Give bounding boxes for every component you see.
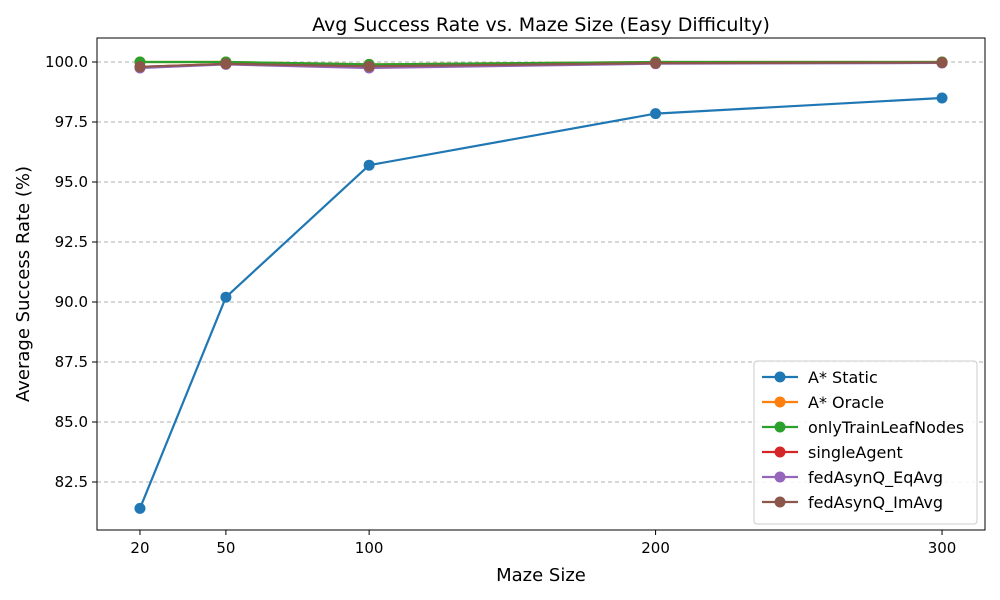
series-fedAsynQ_ImAvg — [134, 56, 948, 73]
legend-entry: singleAgent — [762, 443, 903, 462]
y-tick-label: 92.5 — [55, 233, 88, 251]
legend-entry: fedAsynQ_EqAvg — [762, 468, 943, 488]
legend-marker — [774, 496, 786, 508]
legend-entry: A* Static — [762, 368, 878, 387]
legend-entry: onlyTrainLeafNodes — [762, 418, 964, 437]
x-tick-label: 20 — [130, 539, 149, 557]
series-A* Static — [134, 92, 948, 514]
y-tick-label: 82.5 — [55, 473, 88, 491]
x-axis: 20 50 100 200 300 — [130, 530, 956, 557]
legend-marker — [774, 421, 786, 433]
legend-marker — [774, 471, 786, 483]
legend-label: A* Oracle — [808, 393, 884, 412]
x-tick-label: 300 — [928, 539, 957, 557]
x-tick-label: 100 — [355, 539, 384, 557]
y-tick-label: 95.0 — [55, 173, 88, 191]
y-tick-label: 100.0 — [45, 53, 88, 71]
data-point — [220, 291, 232, 303]
legend-marker — [774, 396, 786, 408]
legend-marker — [774, 446, 786, 458]
legend-entry: fedAsynQ_ImAvg — [762, 493, 943, 513]
data-point — [363, 159, 375, 171]
legend-box — [753, 360, 978, 525]
legend-label: onlyTrainLeafNodes — [808, 418, 964, 437]
x-tick-label: 50 — [216, 539, 235, 557]
data-point — [134, 61, 146, 73]
y-tick-label: 90.0 — [55, 293, 88, 311]
legend-label: fedAsynQ_EqAvg — [808, 468, 943, 488]
data-point — [650, 57, 662, 69]
plot-frame — [96, 37, 986, 531]
legend-label: A* Static — [808, 368, 878, 387]
y-axis-title: Average Success Rate (%) — [13, 166, 34, 402]
x-axis-title: Maze Size — [496, 565, 586, 586]
x-tick-label: 200 — [641, 539, 670, 557]
legend: A* Static A* Oracle onlyTrainLeafNodes sing… — [753, 360, 978, 525]
data-point — [220, 58, 232, 70]
legend-label: fedAsynQ_ImAvg — [808, 493, 943, 513]
y-tick-label: 85.0 — [55, 413, 88, 431]
data-point — [363, 60, 375, 72]
y-tick-label: 87.5 — [55, 353, 88, 371]
chart-title: Avg Success Rate vs. Maze Size (Easy Dif… — [312, 14, 770, 36]
legend-label: singleAgent — [808, 443, 903, 462]
series-layer — [134, 56, 948, 514]
data-point — [936, 92, 948, 104]
y-tick-label: 97.5 — [55, 113, 88, 131]
data-point — [650, 108, 662, 120]
legend-entry: A* Oracle — [762, 393, 884, 412]
y-axis: 82.5 85.0 87.5 90.0 92.5 95.0 97.5 100.0 — [45, 53, 97, 491]
data-point — [134, 502, 146, 514]
legend-marker — [774, 371, 786, 383]
data-point — [936, 56, 948, 68]
